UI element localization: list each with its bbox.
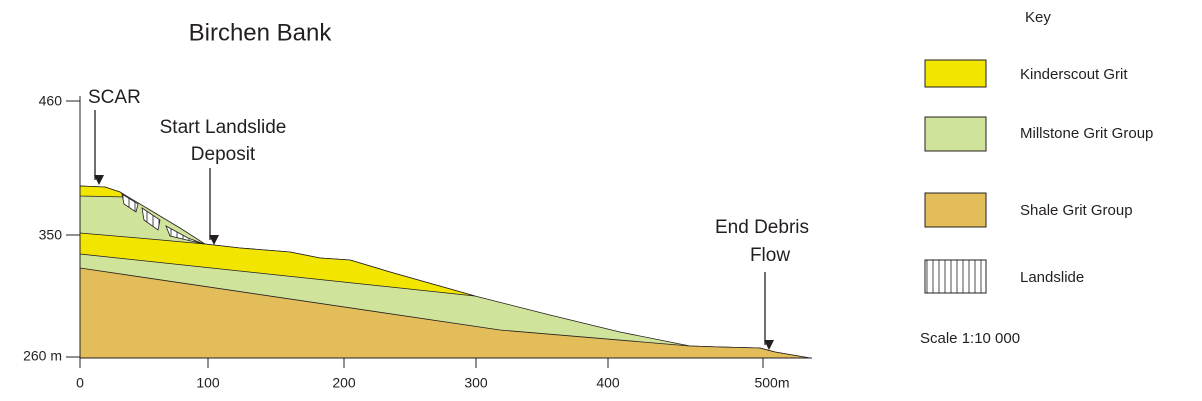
landslide-block (121, 193, 139, 213)
annotation: Flow (750, 245, 790, 266)
kinderscout-band (79, 232, 476, 297)
kinderscout-cap (79, 185, 128, 198)
annotation: Start Landslide (160, 117, 287, 138)
x-tick-label: 500m (754, 375, 789, 391)
landslide-block (165, 225, 205, 245)
title: Birchen Bank (189, 19, 333, 46)
key-title: Key (1025, 9, 1051, 26)
key-swatch (924, 192, 987, 228)
y-tick-label: 460 (39, 93, 63, 109)
key-label: Millstone Grit Group (1020, 125, 1153, 142)
x-tick-label: 100 (196, 375, 220, 391)
key-swatch (924, 59, 987, 88)
annotation: Deposit (191, 144, 256, 165)
x-tick-label: 200 (332, 375, 356, 391)
key-swatch (924, 259, 987, 294)
key-label: Shale Grit Group (1020, 202, 1133, 219)
x-tick-label: 0 (76, 375, 84, 391)
key-label: Landslide (1020, 269, 1084, 286)
y-tick-label: 350 (39, 227, 63, 243)
annotation: End Debris (715, 217, 809, 238)
landslide-block (141, 207, 161, 231)
key-label: Kinderscout Grit (1020, 66, 1128, 83)
x-tick-label: 300 (464, 375, 488, 391)
x-tick-label: 400 (596, 375, 620, 391)
annotation: SCAR (88, 87, 141, 108)
y-tick-label: 260 m (23, 348, 62, 364)
key-swatch (924, 116, 987, 152)
scale-label: Scale 1:10 000 (920, 330, 1020, 347)
